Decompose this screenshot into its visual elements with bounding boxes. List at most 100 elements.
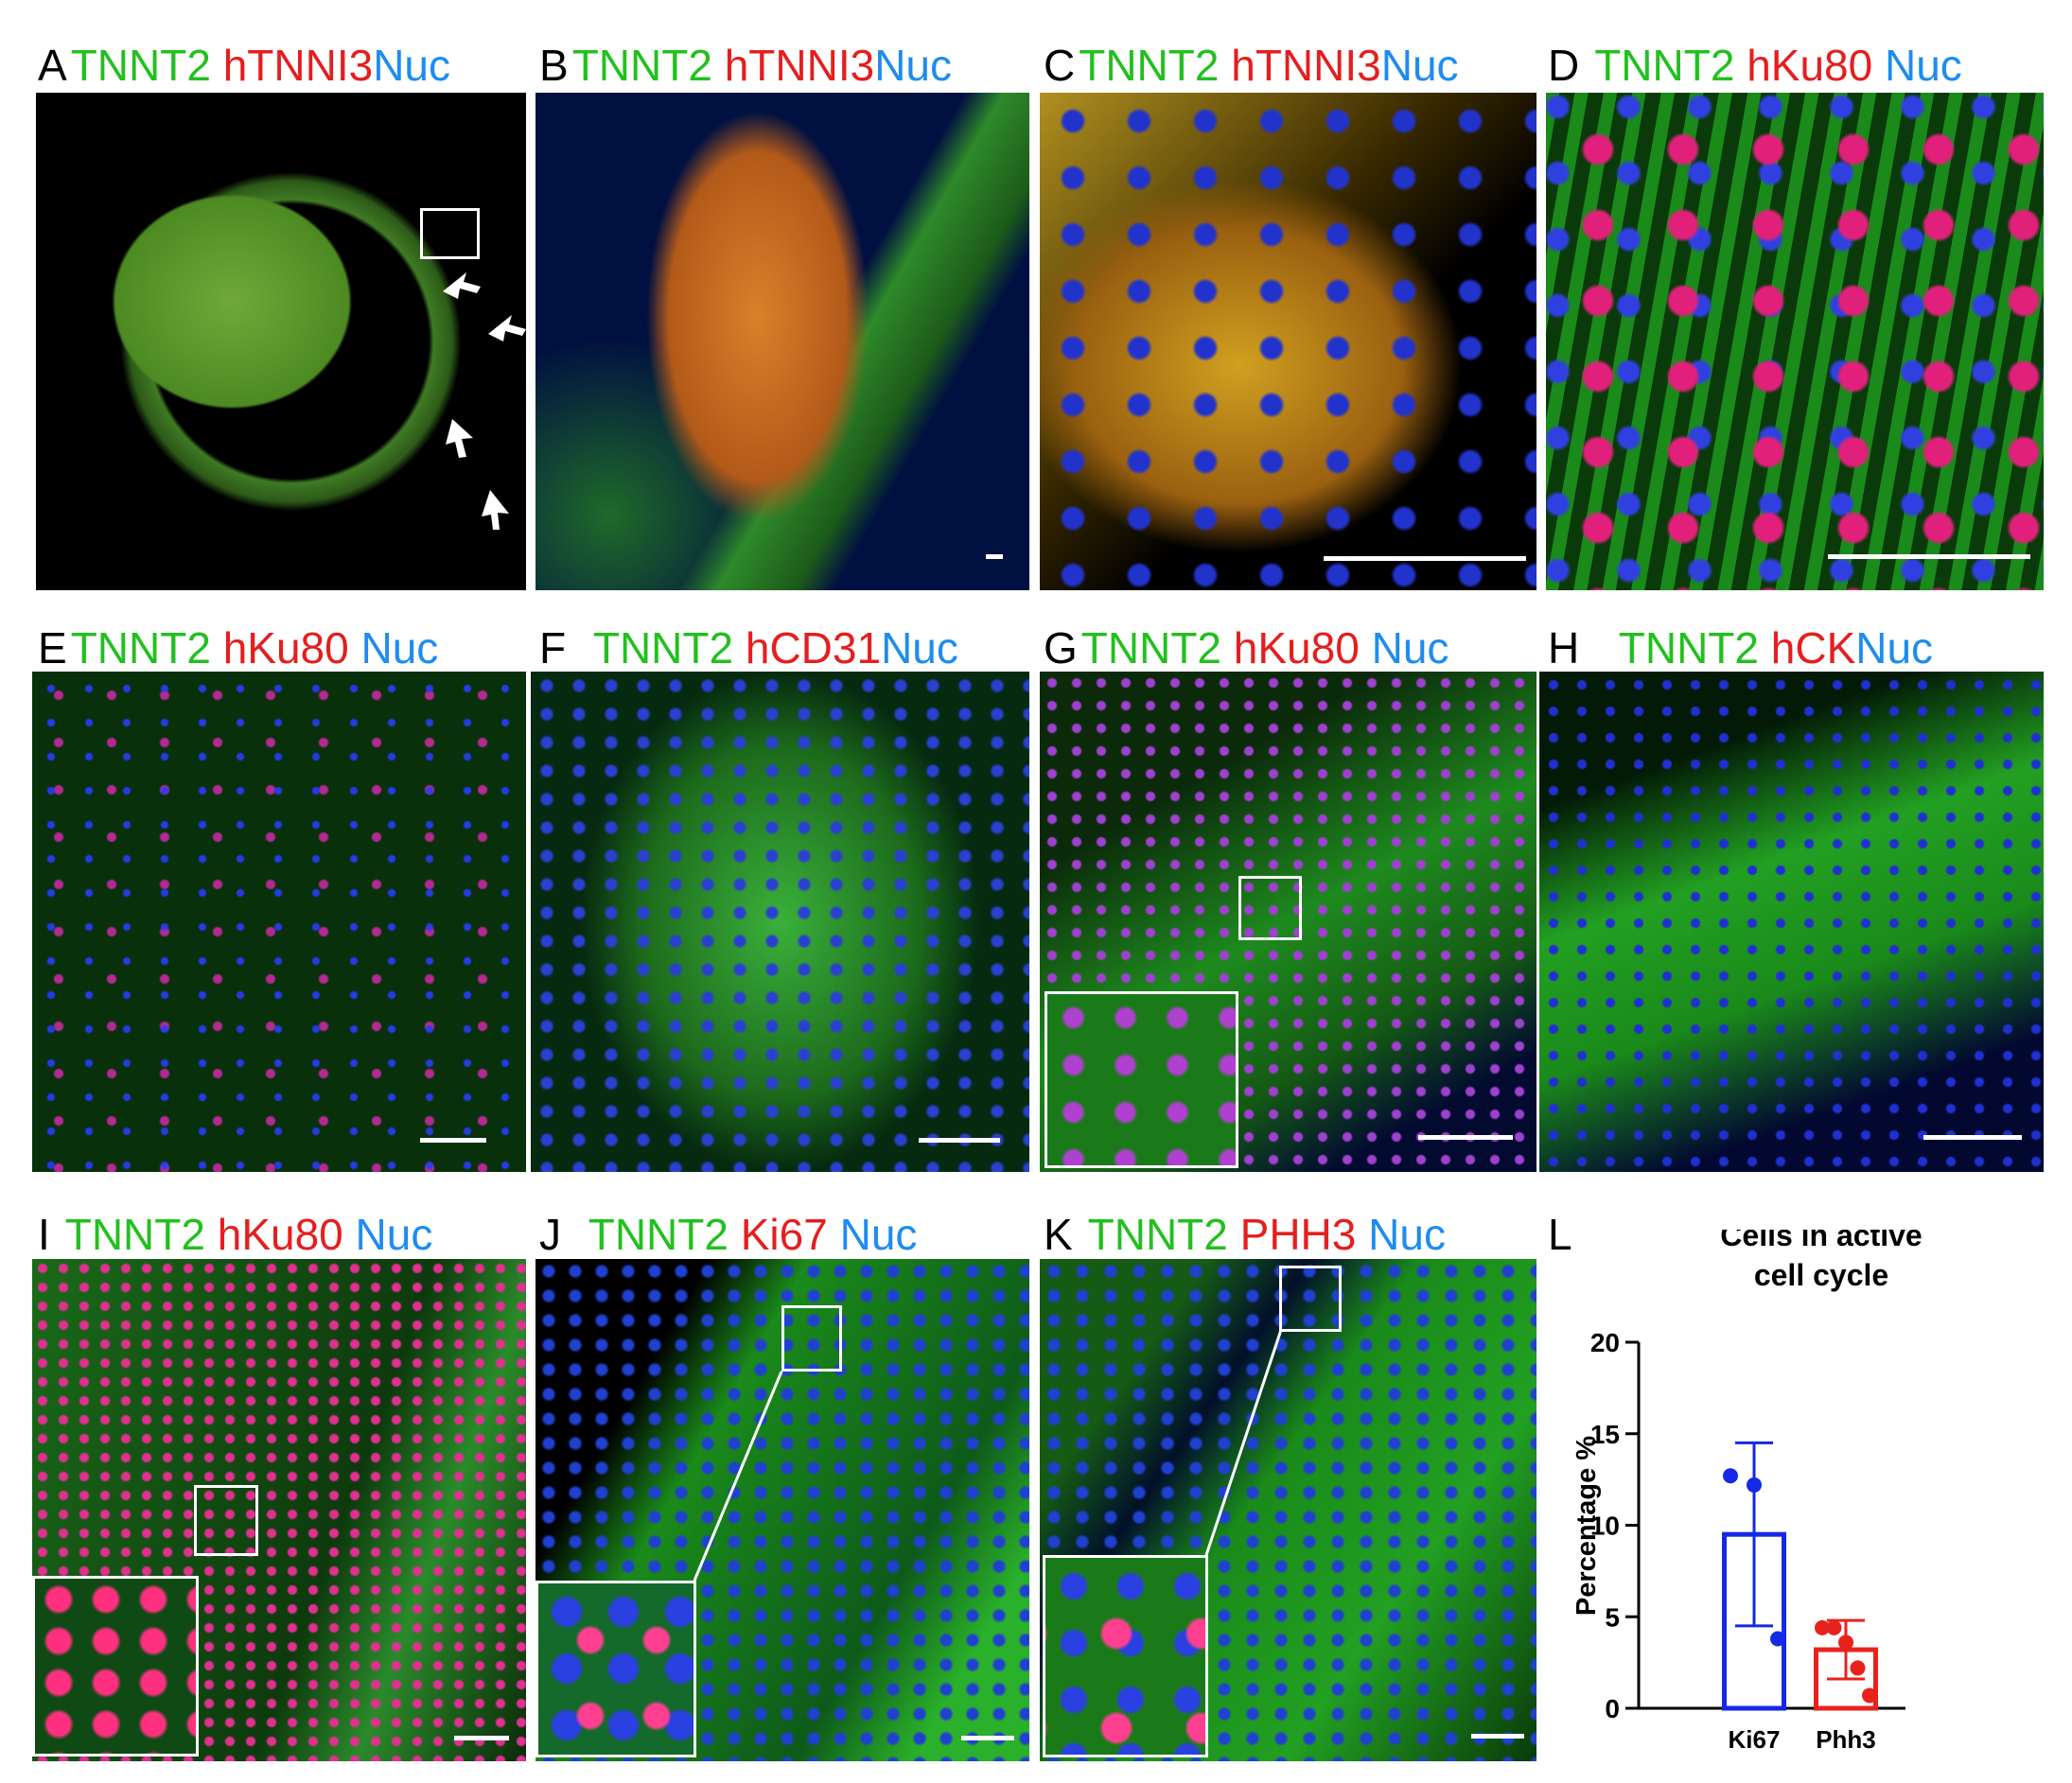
panel-letter: I bbox=[38, 1210, 50, 1259]
panel-letter: G bbox=[1044, 623, 1078, 673]
panel-letter: C bbox=[1044, 41, 1076, 90]
stain: TNNT2 bbox=[1080, 623, 1222, 673]
scale-bar bbox=[1324, 556, 1526, 561]
stain: Nuc bbox=[355, 1210, 433, 1259]
scale-bar bbox=[961, 1736, 1014, 1740]
stain: hTNNI3 bbox=[222, 41, 374, 90]
y-tick-label: 10 bbox=[1590, 1512, 1620, 1541]
micrograph bbox=[1546, 93, 2044, 590]
panel-header: CTNNT2 hTNNI3Nuc bbox=[1044, 44, 1459, 87]
scale-bar bbox=[986, 554, 1003, 559]
panel-header: ETNNT2 hKu80 Nuc bbox=[38, 626, 438, 670]
stain: TNNT2 bbox=[70, 623, 211, 673]
stain: hKu80 bbox=[217, 1210, 343, 1259]
zoom-box bbox=[781, 1305, 842, 1372]
stain: hTNNI3 bbox=[724, 41, 875, 90]
y-tick-label: 20 bbox=[1590, 1328, 1620, 1357]
data-point bbox=[1723, 1468, 1738, 1484]
inset bbox=[1043, 1555, 1208, 1757]
stain: TNNT2 bbox=[70, 41, 211, 90]
x-tick-label: Phh3 bbox=[1816, 1725, 1876, 1754]
panel-header: J TNNT2 Ki67 Nuc bbox=[539, 1213, 917, 1256]
stain: Nuc bbox=[1368, 1210, 1446, 1259]
panel-letter: H bbox=[1548, 623, 1580, 673]
stain: TNNT2 bbox=[64, 1210, 205, 1259]
micrograph bbox=[536, 93, 1029, 590]
micrograph bbox=[36, 93, 526, 590]
panel-letter: J bbox=[539, 1210, 561, 1259]
stain: TNNT2 bbox=[1618, 623, 1759, 673]
panel-header: I TNNT2 hKu80 Nuc bbox=[38, 1213, 432, 1256]
stain: Nuc bbox=[373, 41, 450, 90]
data-point bbox=[1850, 1660, 1866, 1676]
micrograph bbox=[536, 1259, 1029, 1761]
inset bbox=[1045, 991, 1238, 1168]
stain: hCD31 bbox=[745, 623, 882, 673]
y-axis-label: Percentage % bbox=[1572, 1436, 1602, 1616]
stain: Nuc bbox=[1371, 623, 1449, 673]
arrows bbox=[443, 272, 526, 530]
zoom-box bbox=[194, 1485, 258, 1556]
panel-letter: D bbox=[1548, 41, 1580, 90]
panel-header: BTNNT2 hTNNI3Nuc bbox=[539, 44, 952, 87]
stain: Nuc bbox=[360, 623, 439, 673]
x-tick-label: Ki67 bbox=[1729, 1725, 1781, 1754]
micrograph bbox=[531, 672, 1029, 1172]
stain: TNNT2 bbox=[588, 1210, 729, 1259]
panel-letter: K bbox=[1044, 1210, 1073, 1259]
stain: hKu80 bbox=[1233, 623, 1360, 673]
stain: hKu80 bbox=[1747, 41, 1873, 90]
chart-title: Cells in active cell cycle bbox=[1720, 1230, 1922, 1292]
stain: hTNNI3 bbox=[1231, 41, 1381, 90]
stain: PHH3 bbox=[1239, 1210, 1357, 1259]
zoom-line bbox=[693, 1371, 783, 1582]
stain: Nuc bbox=[881, 623, 958, 673]
zoom-box bbox=[1279, 1266, 1342, 1332]
y-tick-label: 15 bbox=[1590, 1420, 1620, 1449]
zoom-box bbox=[1238, 876, 1302, 940]
y-tick-label: 5 bbox=[1605, 1602, 1620, 1632]
inset bbox=[32, 1576, 199, 1757]
panel-letter: F bbox=[539, 623, 567, 673]
stain: TNNT2 bbox=[1087, 1210, 1228, 1259]
panel-letter: B bbox=[539, 41, 569, 90]
panel-header: F TNNT2 hCD31Nuc bbox=[539, 626, 958, 670]
panel-header: L bbox=[1548, 1213, 1576, 1256]
stain: TNNT2 bbox=[592, 623, 734, 673]
panel-letter: A bbox=[38, 41, 67, 90]
micrograph bbox=[1040, 93, 1536, 590]
bar-chart: Cells in active cell cycle Percentage % 0… bbox=[1572, 1230, 1923, 1754]
data-point bbox=[1815, 1619, 1830, 1635]
data-point bbox=[1862, 1687, 1877, 1704]
micrograph bbox=[1040, 672, 1536, 1172]
zoom-box bbox=[420, 208, 480, 259]
stain: hKu80 bbox=[222, 623, 349, 673]
micrograph bbox=[1539, 672, 2044, 1172]
data-point bbox=[1838, 1634, 1853, 1651]
micrograph bbox=[32, 672, 526, 1172]
data-point bbox=[1826, 1619, 1842, 1635]
scale-bar bbox=[1471, 1734, 1524, 1739]
scale-bar bbox=[919, 1138, 1000, 1143]
stain: Nuc bbox=[874, 41, 952, 90]
stain: TNNT2 bbox=[1594, 41, 1735, 90]
stain: Nuc bbox=[839, 1210, 918, 1259]
inset bbox=[536, 1581, 696, 1757]
scale-bar bbox=[454, 1736, 509, 1740]
panel-header: GTNNT2 hKu80 Nuc bbox=[1044, 626, 1449, 670]
panel-header: D TNNT2 hKu80 Nuc bbox=[1548, 44, 1962, 87]
stain: TNNT2 bbox=[1079, 41, 1220, 90]
stain: Ki67 bbox=[740, 1210, 828, 1259]
panel-header: K TNNT2 PHH3 Nuc bbox=[1044, 1213, 1446, 1256]
scale-bar bbox=[1923, 1135, 2022, 1140]
stain: hCK bbox=[1770, 623, 1856, 673]
zoom-line bbox=[1204, 1329, 1283, 1556]
micrograph bbox=[1040, 1259, 1536, 1761]
stain: Nuc bbox=[1855, 623, 1934, 673]
data-point bbox=[1747, 1477, 1762, 1493]
panel-header: ATNNT2 hTNNI3Nuc bbox=[38, 44, 450, 87]
stain: TNNT2 bbox=[571, 41, 712, 90]
panel-letter: L bbox=[1548, 1210, 1572, 1259]
scale-bar bbox=[420, 1138, 486, 1143]
